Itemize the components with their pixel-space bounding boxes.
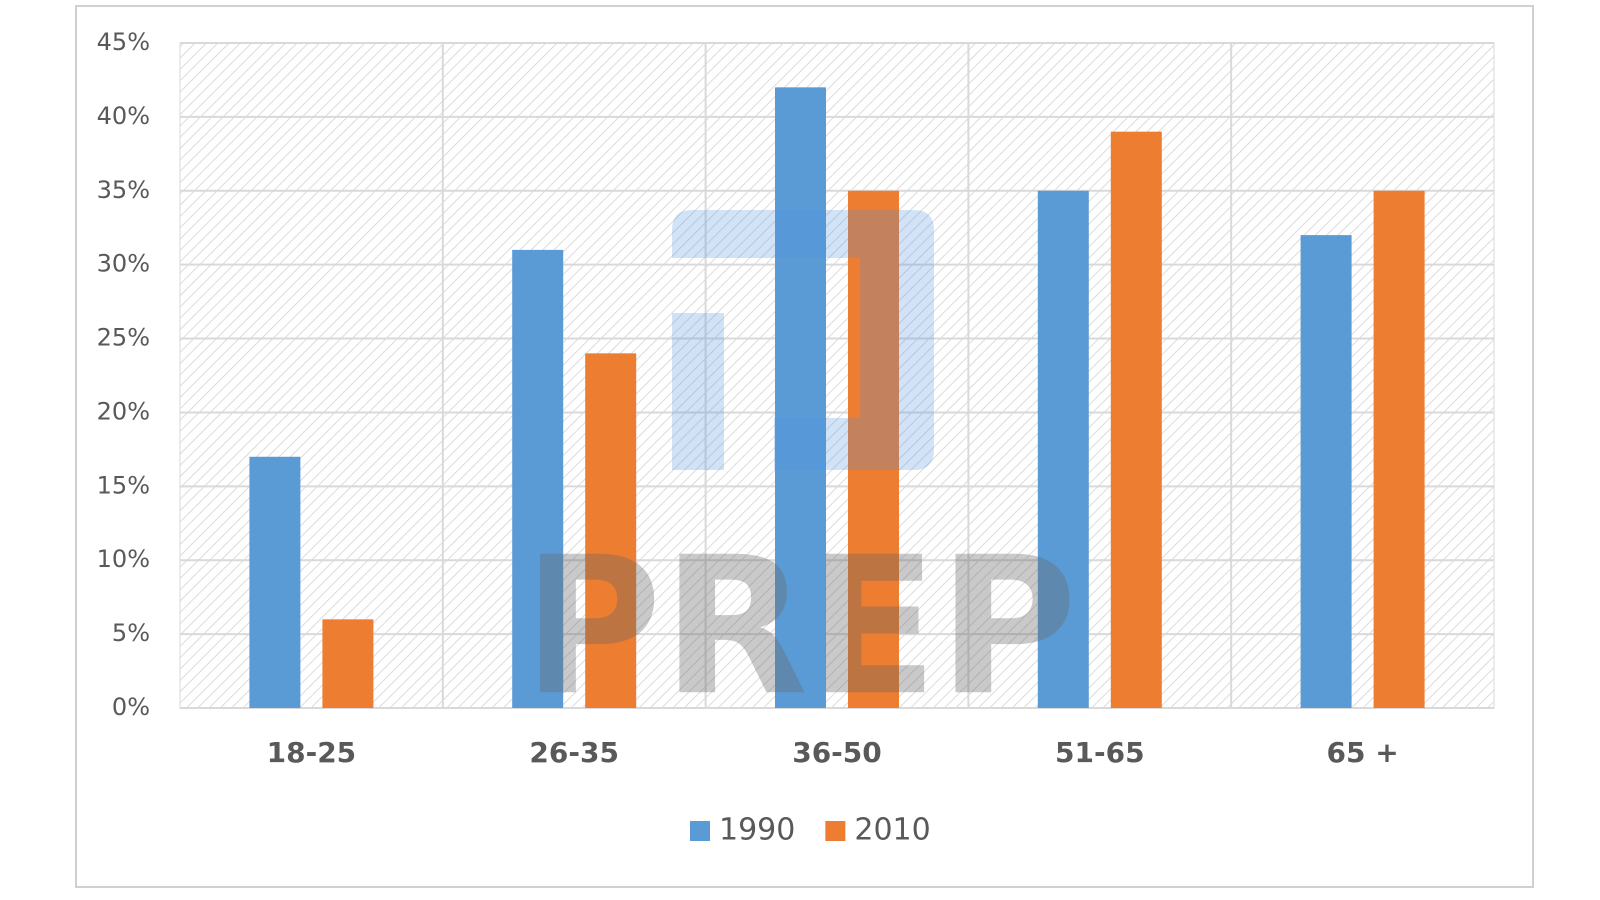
bar — [848, 190, 899, 708]
legend-label: 1990 — [719, 813, 795, 848]
bar — [1037, 190, 1089, 708]
x-tick-label: 36-50 — [792, 736, 882, 769]
watermark: PREP — [523, 516, 1078, 737]
bar — [1373, 190, 1425, 708]
y-tick-label: 20% — [97, 397, 150, 425]
bar — [585, 353, 637, 708]
x-tick-label: 26-35 — [529, 736, 619, 769]
grid: 0% 5% 10% 15% 20% 25% 30% 35% 40% 45% 18-25 26-35 36… — [97, 28, 1494, 769]
x-tick-label: 65 + — [1327, 736, 1399, 769]
legend-swatch — [690, 821, 710, 841]
x-tick-label: 18-25 — [267, 736, 357, 769]
y-tick-label: 30% — [97, 250, 150, 278]
y-tick-label: 10% — [97, 545, 150, 573]
bar — [775, 87, 826, 709]
y-tick-label: 40% — [97, 102, 150, 130]
plot-area — [179, 42, 1495, 709]
y-tick-label: 0% — [112, 693, 150, 721]
bar — [322, 619, 374, 708]
legend-label: 2010 — [854, 813, 930, 848]
y-tick-label: 45% — [97, 28, 150, 56]
bar — [1110, 131, 1162, 708]
y-tick-label: 25% — [97, 324, 150, 352]
bar — [512, 249, 564, 708]
x-tick-label: 51-65 — [1055, 736, 1145, 769]
legend: 1990 2010 — [690, 813, 931, 848]
bar — [249, 456, 301, 708]
y-tick-label: 35% — [97, 176, 150, 204]
legend-swatch — [825, 821, 846, 841]
bar — [1300, 235, 1352, 708]
watermark-logo — [672, 210, 934, 470]
y-tick-label: 15% — [97, 471, 150, 499]
bars — [249, 87, 1425, 709]
y-tick-label: 5% — [112, 619, 150, 647]
